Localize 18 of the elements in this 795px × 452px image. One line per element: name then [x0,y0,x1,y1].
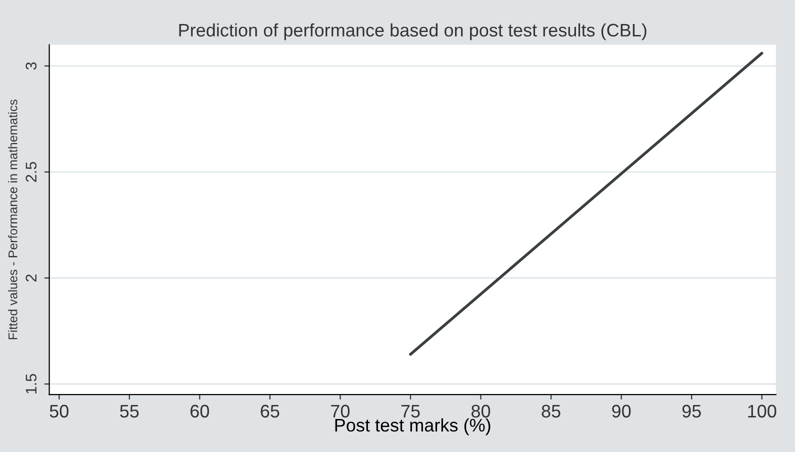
x-axis-title: Post test marks (%) [335,418,490,436]
x-tick-label: 90 [612,404,631,418]
x-tick-label: 60 [190,404,210,418]
y-tick-label: 3 [26,62,37,70]
x-tick-label: 75 [401,404,420,418]
y-tick-label: 1.5 [26,374,37,394]
chart-title: Prediction of performance based on post test results (CBL) [179,23,646,40]
x-tick-label: 85 [542,404,560,418]
x-tick-label: 50 [50,404,68,418]
x-tick-label: 100 [748,404,776,418]
y-tick-label: 2 [26,274,36,282]
x-tick-label: 70 [331,404,350,418]
y-tick-label: 2.5 [26,162,37,182]
x-tick-label: 95 [682,404,701,418]
x-tick-label: 65 [260,404,280,418]
x-tick-label: 80 [472,404,490,418]
y-axis-title: Fitted values - Performance in mathematics [8,100,18,340]
x-tick-label: 55 [120,404,139,418]
